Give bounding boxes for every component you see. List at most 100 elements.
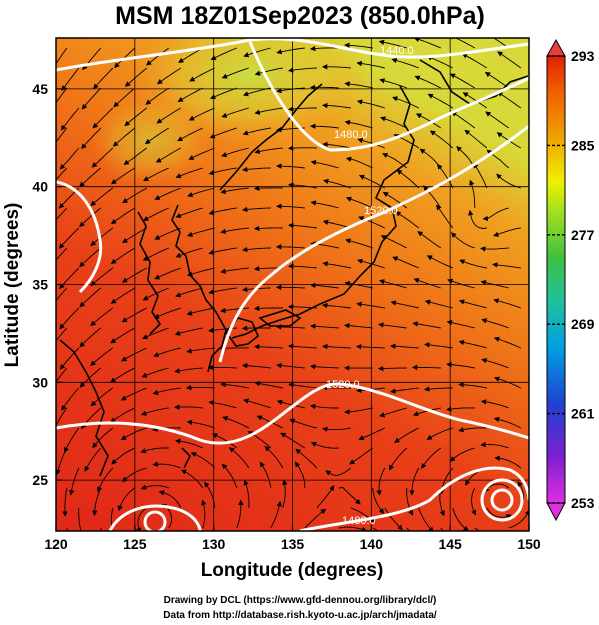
streamline — [174, 327, 203, 336]
streamline — [276, 203, 305, 209]
streamline — [480, 279, 509, 289]
streamline — [90, 387, 114, 407]
streamline — [210, 47, 237, 61]
streamline — [355, 344, 385, 350]
streamline — [322, 343, 351, 350]
streamline — [462, 92, 488, 109]
streamline — [92, 427, 114, 449]
streamline — [174, 404, 203, 410]
streamline — [121, 267, 148, 283]
streamline — [396, 169, 420, 189]
colorbar-ticks: 253 261 269 277 285 293 — [547, 48, 595, 511]
streamline — [92, 487, 102, 516]
streamline — [208, 167, 237, 176]
streamline — [140, 484, 169, 490]
streamline — [186, 347, 215, 354]
streamline — [480, 399, 509, 409]
streamline — [379, 407, 407, 418]
china-east-coast — [137, 211, 162, 335]
streamline — [56, 127, 68, 143]
streamline — [421, 447, 442, 469]
streamline — [464, 129, 488, 149]
streamline — [345, 238, 373, 249]
contour-label-1: 1440.0 — [380, 45, 414, 57]
streamline — [345, 156, 373, 169]
streamline — [145, 47, 170, 66]
streamline — [288, 106, 317, 112]
credit-drawing: Drawing by DCL (https://www.gfd-dennou.o… — [164, 595, 437, 606]
streamline — [310, 403, 339, 410]
streamline — [79, 247, 102, 268]
streamline — [121, 307, 148, 323]
streamline — [243, 47, 271, 58]
streamline — [426, 55, 454, 69]
streamline — [417, 231, 442, 249]
streamline — [325, 467, 352, 476]
streamline — [356, 60, 385, 69]
streamline — [482, 207, 509, 222]
streamline — [253, 185, 283, 191]
streamline — [156, 67, 182, 85]
streamline — [493, 376, 522, 389]
streamline — [356, 301, 385, 309]
streamline — [56, 287, 68, 302]
streamline — [90, 267, 114, 287]
streamline — [436, 204, 454, 229]
streamline — [61, 387, 80, 411]
streamline — [276, 362, 305, 369]
geopotential-contours — [56, 38, 529, 531]
streamline — [344, 322, 373, 329]
streamline — [58, 227, 80, 249]
colorbar-tick-label: 253 — [571, 495, 595, 511]
x-axis-label: Longitude (degrees) — [201, 560, 384, 581]
streamline — [120, 387, 147, 401]
streamline — [189, 67, 215, 82]
streamline — [113, 87, 136, 108]
streamline — [208, 207, 237, 216]
streamline — [280, 432, 306, 449]
streamline — [84, 447, 102, 472]
streamline — [418, 507, 434, 531]
streamline — [276, 399, 305, 409]
streamline — [220, 381, 249, 389]
ryukyu-islands — [181, 447, 191, 469]
streamline — [154, 227, 181, 240]
streamline — [155, 147, 182, 163]
streamline — [437, 163, 454, 189]
streamline — [309, 84, 339, 90]
streamline — [294, 461, 306, 489]
x-tick-label: 130 — [202, 536, 226, 552]
streamline — [390, 343, 419, 349]
streamline — [424, 299, 453, 309]
streamline — [188, 147, 215, 160]
streamline — [372, 487, 385, 515]
streamline — [282, 479, 288, 509]
streamline — [110, 507, 116, 531]
streamline — [384, 507, 403, 531]
contour-low-sw-inner — [143, 510, 167, 531]
streamline — [288, 67, 317, 73]
streamline — [242, 246, 271, 253]
streamline — [174, 367, 203, 374]
streamline — [322, 302, 351, 309]
x-tick-label: 120 — [44, 536, 68, 552]
streamline — [186, 307, 215, 316]
colorbar-scale — [546, 55, 566, 504]
streamline — [508, 509, 529, 529]
streamline — [110, 167, 136, 185]
streamline — [243, 479, 250, 509]
streamline — [391, 57, 419, 69]
streamline — [68, 467, 80, 496]
streamline — [446, 406, 475, 412]
streamline — [242, 206, 271, 213]
streamline — [59, 147, 80, 170]
streamline — [207, 364, 237, 371]
streamline — [79, 287, 102, 308]
streamline — [450, 232, 475, 249]
streamline — [486, 507, 512, 520]
streamline — [275, 324, 305, 330]
streamline — [473, 162, 488, 189]
streamline — [90, 307, 114, 327]
streamline — [66, 527, 68, 531]
